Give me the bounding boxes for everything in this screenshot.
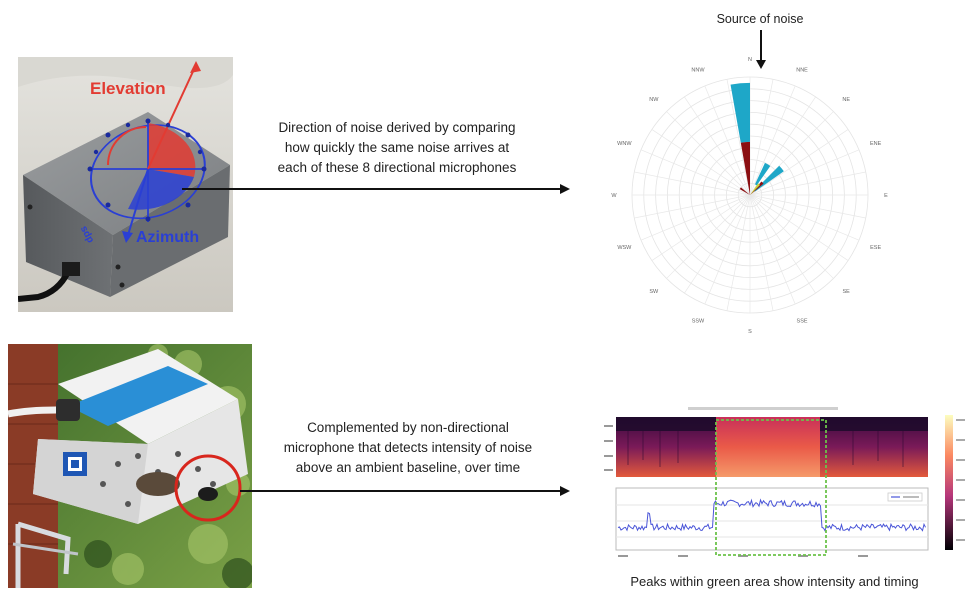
bottom-caption-line-1: Complemented by non-directional [307, 420, 509, 435]
top-arrow-line [182, 188, 562, 190]
polar-direction-label: WSW [617, 245, 632, 251]
polar-spoke [651, 194, 751, 261]
polar-spoke [666, 111, 751, 196]
polar-spoke [749, 129, 849, 196]
polar-bar [740, 141, 750, 195]
polar-direction-label: ESE [870, 245, 881, 251]
polar-spoke [634, 171, 751, 196]
polar-title: Source of noise [716, 12, 804, 26]
sensor-top-photo: Elevation Azimuth sdp [18, 57, 233, 312]
polar-direction-label: N [748, 57, 752, 63]
polar-direction-label: W [611, 193, 617, 199]
polar-direction-label: WNW [617, 141, 632, 147]
bottom-arrow-line [240, 490, 562, 492]
polar-spoke [749, 194, 866, 219]
polar-spoke [726, 79, 751, 196]
polar-chart: N NNE NE ENE E ESE SE SSE S SSW SW WSW W WNW NW NNW [611, 57, 888, 335]
polar-bar [730, 82, 750, 143]
polar-direction-label: NNW [691, 67, 705, 73]
polar-spoke [749, 194, 796, 305]
polar-spoke [749, 194, 816, 294]
spectrogram-panel [598, 405, 968, 565]
polar-bar [739, 187, 750, 195]
top-caption-line-3: each of these 8 directional microphones [277, 160, 517, 175]
polar-spoke [749, 171, 866, 196]
polar-spoke [749, 194, 774, 311]
polar-spoke [749, 194, 860, 241]
polar-spoke [651, 129, 751, 196]
bottom-arrow-head [560, 486, 570, 496]
polar-spoke [749, 85, 796, 196]
polar-spoke [749, 194, 849, 261]
polar-spoke [666, 194, 751, 279]
polar-spoke [749, 79, 774, 196]
polar-spoke [726, 194, 751, 311]
polar-spoke [704, 194, 751, 305]
polar-title-arrow [760, 30, 762, 62]
polar-spoke [749, 194, 834, 279]
polar-spoke [640, 149, 751, 196]
polar-spoke [640, 194, 751, 241]
top-arrow-head [560, 184, 570, 194]
polar-spoke [684, 194, 751, 294]
polar-bar [754, 162, 771, 186]
bottom-caption-line-2: microphone that detects intensity of noi… [283, 440, 533, 455]
bottom-caption: Complemented by non-directional micropho… [248, 418, 568, 478]
elevation-label: Elevation [90, 79, 166, 98]
polar-direction-label: SSW [692, 319, 705, 325]
polar-direction-label: ENE [870, 141, 882, 147]
polar-direction-label: NNE [796, 67, 808, 73]
spectrogram-svg [604, 407, 965, 557]
polar-title-arrow-head [756, 60, 766, 69]
polar-spoke [749, 149, 860, 196]
polar-spoke [704, 85, 751, 196]
polar-direction-label: E [884, 193, 888, 199]
top-caption: Direction of noise derived by comparing … [238, 118, 556, 178]
top-caption-line-2: how quickly the same noise arrives at [284, 140, 510, 155]
polar-direction-label: SE [842, 289, 850, 295]
polar-direction-label: SSE [797, 319, 808, 325]
top-caption-line-1: Direction of noise derived by comparing [278, 120, 516, 135]
polar-spoke [684, 96, 751, 196]
polar-direction-label: SW [649, 289, 659, 295]
polar-spoke [634, 194, 751, 219]
polar-bar [750, 183, 761, 195]
footer-caption: Peaks within green area show intensity a… [630, 574, 919, 589]
azimuth-label: Azimuth [136, 229, 200, 246]
polar-direction-label: NE [842, 97, 850, 103]
polar-direction-label: NW [649, 97, 659, 103]
polar-direction-label: S [748, 329, 752, 335]
sensor-bottom-photo [8, 344, 252, 588]
bottom-caption-line-3: above an ambient baseline, over time [295, 460, 521, 475]
